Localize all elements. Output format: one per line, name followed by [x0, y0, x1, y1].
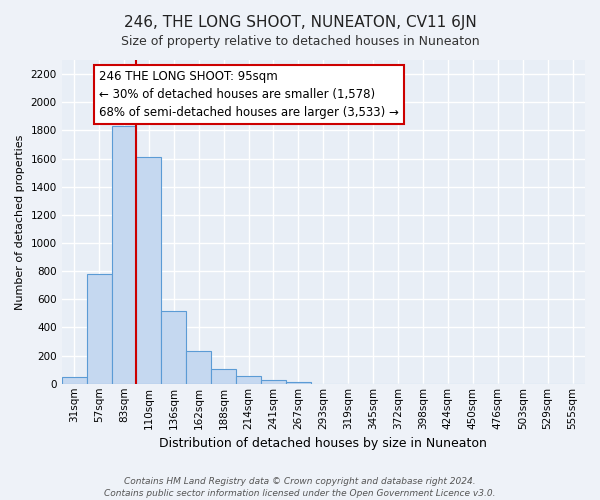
Bar — [211, 369, 236, 384]
Bar — [186, 352, 211, 384]
Text: 246 THE LONG SHOOT: 95sqm
← 30% of detached houses are smaller (1,578)
68% of se: 246 THE LONG SHOOT: 95sqm ← 30% of detac… — [99, 70, 399, 119]
Y-axis label: Number of detached properties: Number of detached properties — [15, 134, 25, 310]
Bar — [112, 126, 136, 384]
Bar — [62, 376, 86, 384]
Text: 246, THE LONG SHOOT, NUNEATON, CV11 6JN: 246, THE LONG SHOOT, NUNEATON, CV11 6JN — [124, 15, 476, 30]
Bar — [236, 376, 261, 384]
Bar — [136, 157, 161, 384]
Bar — [261, 380, 286, 384]
X-axis label: Distribution of detached houses by size in Nuneaton: Distribution of detached houses by size … — [160, 437, 487, 450]
Bar — [161, 310, 186, 384]
Bar — [286, 382, 311, 384]
Text: Contains HM Land Registry data © Crown copyright and database right 2024.
Contai: Contains HM Land Registry data © Crown c… — [104, 476, 496, 498]
Text: Size of property relative to detached houses in Nuneaton: Size of property relative to detached ho… — [121, 35, 479, 48]
Bar — [86, 274, 112, 384]
